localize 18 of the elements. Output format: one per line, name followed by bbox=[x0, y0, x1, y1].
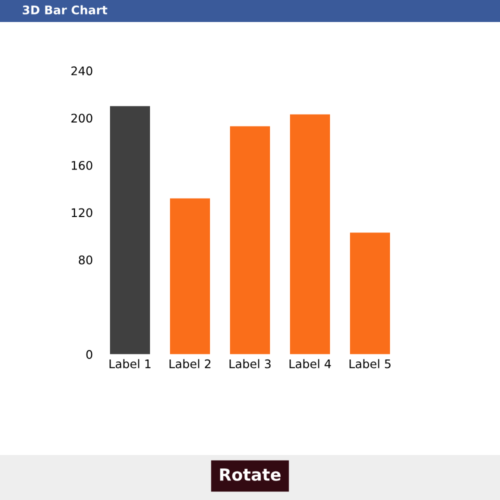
bar bbox=[230, 126, 270, 354]
x-tick-label: Label 3 bbox=[230, 359, 271, 368]
y-tick-label: 200 bbox=[71, 114, 92, 123]
x-tick-label: Label 2 bbox=[170, 359, 210, 368]
chart-title: 3D Bar Chart bbox=[22, 5, 108, 14]
y-tick-label: 160 bbox=[72, 160, 92, 170]
text: Rotate bbox=[220, 468, 281, 481]
y-tick-label: 240 bbox=[71, 66, 92, 76]
bar bbox=[170, 198, 210, 354]
bar bbox=[290, 114, 330, 354]
y-tick-label: 120 bbox=[72, 208, 92, 218]
y-tick-label: 80 bbox=[78, 255, 92, 264]
x-tick-label: Label 4 bbox=[290, 359, 331, 368]
bar bbox=[110, 106, 150, 354]
x-tick-label: Label 1 bbox=[110, 359, 150, 368]
x-tick-label: Label 5 bbox=[350, 359, 391, 368]
bar bbox=[350, 232, 390, 354]
y-tick-label: 0 bbox=[86, 350, 92, 359]
